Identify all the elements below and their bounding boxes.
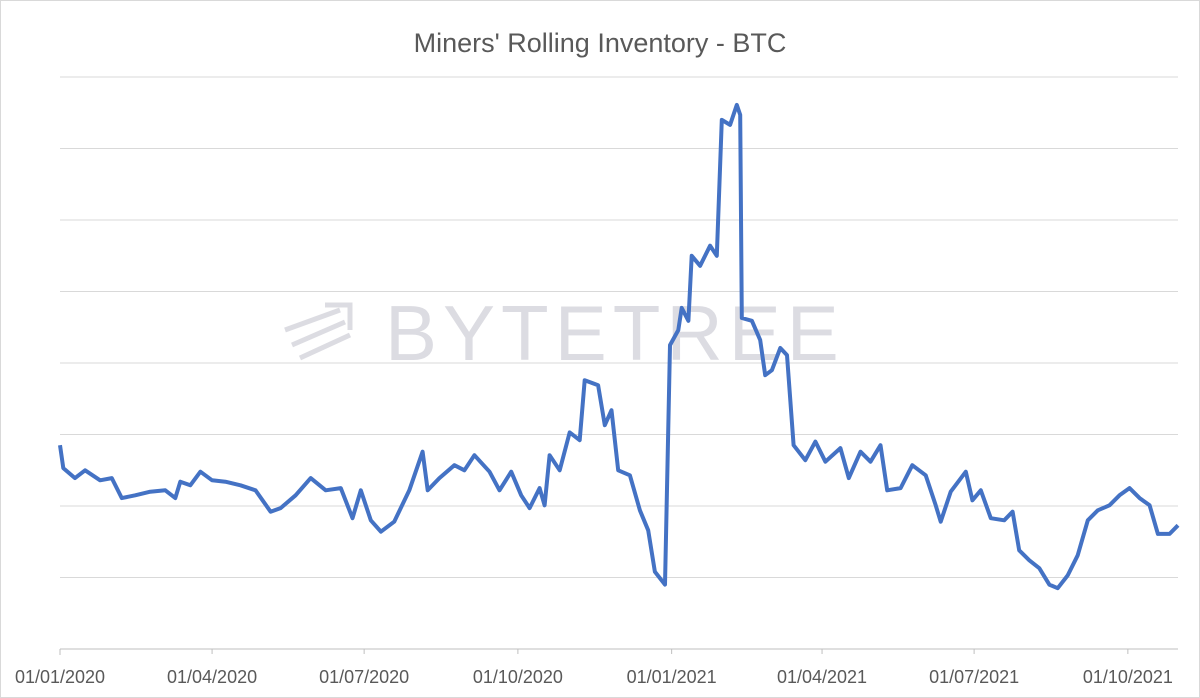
x-tick-label: 01/10/2020 bbox=[473, 667, 563, 687]
watermark-icon bbox=[284, 302, 353, 361]
chart-title: Miners' Rolling Inventory - BTC bbox=[414, 28, 787, 58]
x-tick-label: 01/04/2020 bbox=[167, 667, 257, 687]
x-tick-label: 01/10/2021 bbox=[1083, 667, 1173, 687]
x-tick-label: 01/07/2020 bbox=[319, 667, 409, 687]
x-tick-label: 01/01/2021 bbox=[627, 667, 717, 687]
x-tick-label: 01/04/2021 bbox=[777, 667, 867, 687]
x-tick-label: 01/07/2021 bbox=[929, 667, 1019, 687]
x-tick-label: 01/01/2020 bbox=[15, 667, 105, 687]
line-series bbox=[58, 102, 1180, 591]
